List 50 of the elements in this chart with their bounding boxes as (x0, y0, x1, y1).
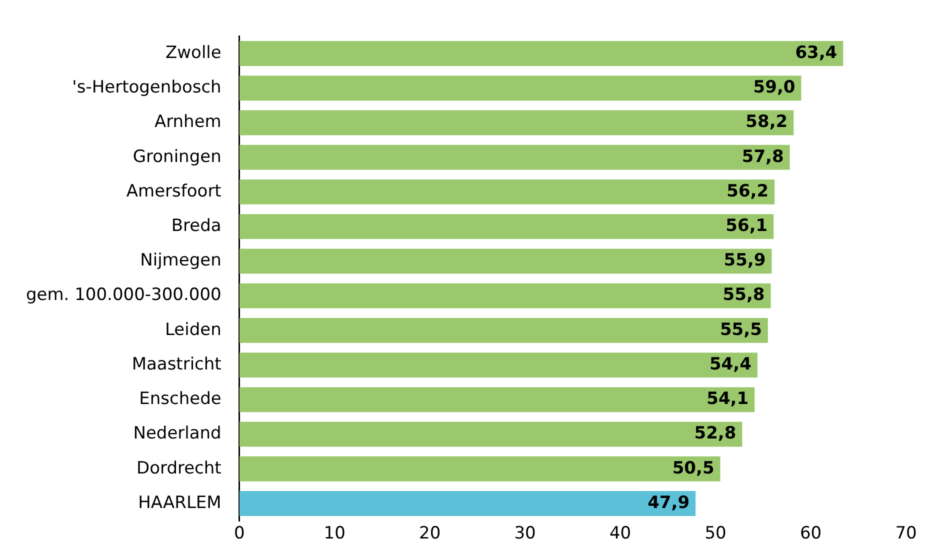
y-tick-label: Maastricht (132, 354, 222, 374)
y-tick-label: Nijmegen (140, 250, 222, 271)
x-tick-label: 60 (800, 523, 822, 544)
y-tick-label: Nederland (133, 424, 222, 444)
y-tick-label: Dordrecht (136, 458, 222, 478)
data-label: 50,5 (672, 458, 714, 478)
y-tick-label: Zwolle (165, 42, 222, 63)
y-tick-label: Leiden (164, 320, 222, 340)
x-tick-label: 40 (609, 523, 632, 544)
data-label: 56,1 (726, 216, 768, 236)
x-tick-label: 10 (324, 523, 346, 544)
data-label: 58,2 (746, 112, 788, 132)
bar (239, 352, 758, 378)
y-tick-label: Breda (171, 216, 222, 236)
bar (239, 41, 844, 66)
bar (239, 214, 774, 240)
bar (239, 491, 696, 516)
x-tick-label: 50 (704, 523, 726, 544)
y-tick-label: HAARLEM (138, 492, 222, 513)
data-label: 63,4 (795, 42, 838, 63)
x-tick-label: 20 (419, 523, 441, 544)
data-label: 55,5 (720, 320, 762, 340)
data-label: 54,1 (706, 389, 749, 410)
data-label: 56,2 (726, 181, 769, 202)
bar (239, 422, 742, 447)
y-tick-label: Amersfoort (126, 181, 222, 202)
data-label: 54,4 (709, 354, 752, 374)
data-label: 55,9 (724, 250, 766, 271)
bar (239, 110, 794, 136)
bar (239, 180, 775, 204)
data-label: 52,8 (694, 424, 736, 444)
bar (239, 248, 772, 274)
bar (239, 283, 771, 308)
y-tick-label: Arnhem (154, 112, 222, 132)
bar (239, 456, 720, 482)
data-label: 47,9 (648, 492, 690, 513)
data-label: 57,8 (742, 146, 784, 167)
y-tick-label: gem. 100.000-300.000 (26, 285, 222, 306)
bar (239, 387, 755, 412)
x-tick-label: 0 (234, 523, 245, 544)
bar (239, 76, 802, 101)
x-tick-label: 30 (514, 523, 536, 544)
bar (239, 318, 768, 343)
y-tick-label: 's-Hertogenbosch (72, 78, 222, 98)
y-tick-label: Enschede (139, 389, 222, 410)
x-tick-label: 70 (895, 523, 917, 544)
data-label: 55,8 (722, 285, 765, 306)
y-tick-label: Groningen (132, 146, 222, 167)
bar (239, 144, 790, 170)
data-label: 59,0 (753, 78, 796, 98)
